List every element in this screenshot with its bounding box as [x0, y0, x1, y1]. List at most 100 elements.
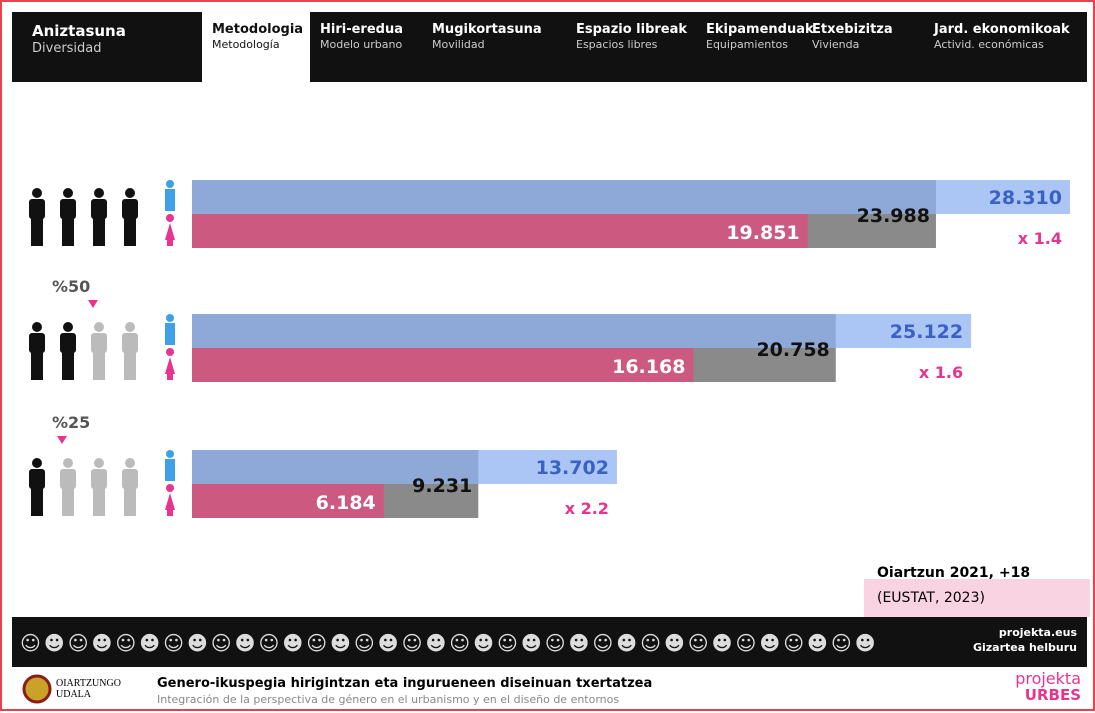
tab-subtitle: Metodología: [212, 38, 302, 51]
footer-subtitle: Integración de la perspectiva de género …: [157, 693, 652, 706]
total-bar: [192, 180, 936, 248]
person-icon: [91, 199, 107, 219]
men-bar: [192, 180, 1070, 214]
person-icon: [124, 351, 136, 380]
man-icon: [166, 450, 174, 458]
person-icon: [60, 469, 76, 489]
tab-title: Etxebizitza: [812, 22, 916, 37]
brand-name: projekta: [1015, 670, 1081, 687]
tab-title: Metodologia: [212, 22, 302, 37]
men-label: 28.310: [989, 187, 1062, 209]
ratio: x 1.4: [1018, 229, 1062, 248]
share-label: %25: [52, 413, 90, 432]
man-icon: [166, 180, 174, 188]
footer-strip: ☺☻☺☻☺☻☺☻☺☻☺☻☺☻☺☻☺☻☺☻☺☻☺☻☺☻☺☻☺☻☺☻☺☻☺☻ pro…: [12, 617, 1087, 667]
tab-title: Hiri-eredua: [320, 22, 414, 37]
woman-icon: [165, 493, 175, 516]
tab-title: Mugikortasuna: [432, 22, 558, 37]
person-icon: [91, 469, 107, 489]
footer-title: Genero-ikuspegia hirigintzan eta ingurue…: [157, 676, 652, 691]
person-icon: [122, 469, 138, 489]
person-icon: [122, 199, 138, 219]
men-bar: [192, 450, 617, 484]
tab-subtitle: Espacios libres: [576, 38, 688, 51]
person-icon: [62, 487, 74, 516]
person-icon: [122, 333, 138, 353]
person-icon: [63, 188, 73, 198]
total-label: 20.758: [756, 339, 829, 361]
person-icon: [125, 458, 135, 468]
person-icon: [31, 217, 43, 246]
person-icon: [93, 351, 105, 380]
share-label: %50: [52, 277, 90, 296]
tab-subtitle: Equipamientos: [706, 38, 794, 51]
tab-title: Espazio libreak: [576, 22, 688, 37]
person-icon: [125, 322, 135, 332]
woman-icon: [166, 348, 174, 356]
person-icon: [32, 458, 42, 468]
ratio: x 1.6: [919, 363, 963, 382]
tab-subtitle: Movilidad: [432, 38, 558, 51]
person-icon: [29, 469, 45, 489]
person-icon: [62, 217, 74, 246]
source-note: (EUSTAT, 2023): [877, 590, 985, 606]
person-icon: [94, 322, 104, 332]
person-icon: [60, 199, 76, 219]
chart: Oiartzun 2021, +18 (EUSTAT, 2023) 28.310…: [2, 2, 1095, 713]
total-bar: [192, 450, 478, 518]
person-icon: [93, 487, 105, 516]
person-icon: [94, 458, 104, 468]
person-icon: [29, 199, 45, 219]
tab-title: Ekipamenduak: [706, 22, 794, 37]
tab-subtitle: Activid. económicas: [934, 38, 1079, 51]
man-icon: [166, 314, 174, 322]
council-name: OIARTZUNGO UDALA: [56, 678, 118, 700]
site: projekta.eus: [973, 625, 1077, 640]
section-tab: Aniztasuna Diversidad: [12, 12, 202, 82]
total-label: 23.988: [857, 205, 930, 227]
person-icon: [91, 333, 107, 353]
share-marker: [88, 300, 98, 308]
council-emblem: [22, 674, 52, 704]
woman-icon: [166, 484, 174, 492]
women-label: 16.168: [612, 356, 685, 378]
person-icon: [124, 487, 136, 516]
person-icon: [62, 351, 74, 380]
section-subtitle: Diversidad: [32, 41, 194, 56]
women-label: 19.851: [726, 222, 799, 244]
men-label: 13.702: [536, 457, 609, 479]
tab-subtitle: Vivienda: [812, 38, 916, 51]
person-icon: [125, 188, 135, 198]
women-label: 6.184: [316, 492, 376, 514]
footer-text: Genero-ikuspegia hirigintzan eta ingurue…: [157, 676, 652, 706]
council-logo: OIARTZUNGO UDALA: [22, 674, 118, 704]
man-icon: [165, 323, 175, 345]
women-bar: [192, 214, 808, 248]
woman-icon: [166, 214, 174, 222]
person-icon: [31, 487, 43, 516]
people-pattern: ☺☻☺☻☺☻☺☻☺☻☺☻☺☻☺☻☺☻☺☻☺☻☺☻☺☻☺☻☺☻☺☻☺☻☺☻: [20, 631, 920, 655]
man-icon: [165, 189, 175, 211]
men-label: 25.122: [890, 321, 963, 343]
share-marker: [57, 436, 67, 444]
person-icon: [63, 458, 73, 468]
total-bar: [192, 314, 836, 382]
person-icon: [63, 322, 73, 332]
section-title: Aniztasuna: [32, 22, 194, 40]
person-icon: [32, 322, 42, 332]
tab-subtitle: Modelo urbano: [320, 38, 414, 51]
person-icon: [60, 333, 76, 353]
person-icon: [94, 188, 104, 198]
brand: projekta URBES: [1015, 670, 1081, 704]
total-label: 9.231: [412, 475, 472, 497]
woman-icon: [165, 357, 175, 380]
person-icon: [31, 351, 43, 380]
